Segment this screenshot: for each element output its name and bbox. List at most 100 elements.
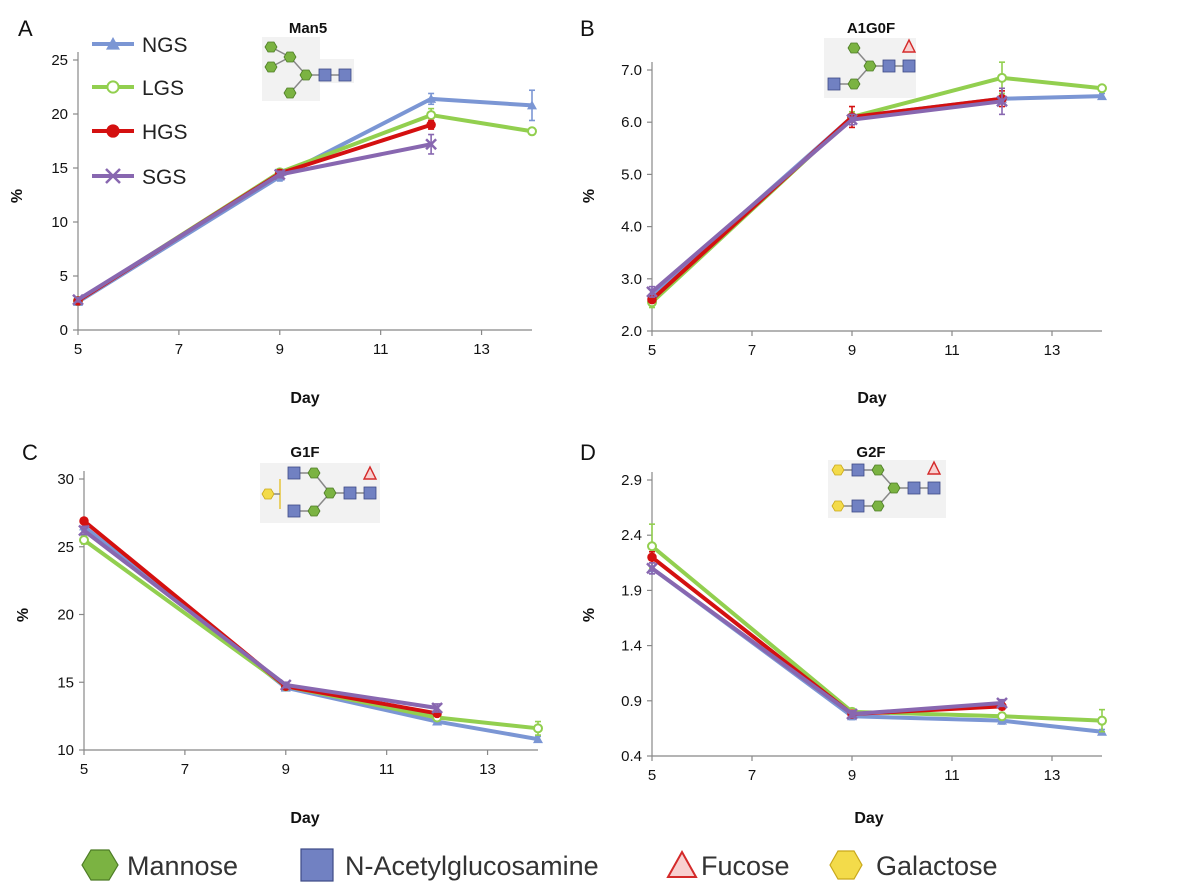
series-line bbox=[82, 524, 540, 742]
y-tick-label: 0.4 bbox=[621, 748, 642, 765]
x-tick-label: 7 bbox=[181, 761, 189, 778]
data-point bbox=[426, 120, 436, 130]
data-point bbox=[997, 711, 1007, 722]
mannose-icon bbox=[323, 487, 337, 499]
x-tick-label: 13 bbox=[1044, 342, 1061, 359]
galactose-icon bbox=[831, 500, 845, 512]
series-line bbox=[82, 519, 440, 716]
data-point bbox=[647, 541, 657, 552]
data-point bbox=[79, 534, 89, 545]
series-line bbox=[650, 566, 1104, 734]
data-point bbox=[1097, 91, 1107, 101]
chart-title: A1G0F bbox=[847, 20, 895, 37]
x-axis-label: Day bbox=[290, 390, 319, 407]
a1g0f-structure-inset bbox=[824, 38, 917, 98]
x-tick-label: 5 bbox=[74, 341, 82, 358]
n-acetylglucosamine-icon bbox=[907, 481, 921, 495]
galactose-icon bbox=[831, 464, 845, 476]
legend-item-sgs: SGS bbox=[92, 166, 186, 189]
data-point bbox=[646, 285, 658, 298]
mannose-icon bbox=[264, 41, 278, 53]
legend-marker bbox=[106, 124, 120, 138]
n-acetylglucosamine-icon bbox=[827, 77, 841, 91]
chart-panel-b: B A1G0F 2.0 3.0 4.0 5.0 6.0 7.0 5 7 9 11 13 Day% bbox=[580, 16, 1107, 407]
chart-panel-c: C G1F 10 15 20 25 30 5 7 9 11 13 Day% bbox=[15, 440, 543, 827]
y-tick-label: 7.0 bbox=[621, 62, 642, 79]
n-acetylglucosamine-icon bbox=[851, 499, 865, 513]
y-tick-label: 15 bbox=[57, 674, 74, 691]
legend-marker bbox=[106, 37, 120, 50]
legend-label: HGS bbox=[142, 121, 188, 144]
mannose-icon bbox=[283, 87, 297, 99]
data-point bbox=[425, 138, 437, 151]
y-axis-label: % bbox=[15, 608, 32, 622]
x-tick-label: 11 bbox=[373, 341, 389, 358]
x-tick-label: 11 bbox=[944, 342, 960, 359]
series-line bbox=[76, 122, 434, 303]
y-tick-label: 15 bbox=[51, 160, 68, 177]
y-tick-label: 20 bbox=[51, 106, 68, 123]
y-tick-label: 3.0 bbox=[621, 271, 642, 288]
y-tick-label: 20 bbox=[57, 607, 74, 624]
data-point bbox=[527, 126, 537, 137]
mannose-icon bbox=[307, 467, 321, 479]
x-tick-label: 11 bbox=[379, 761, 395, 778]
data-point bbox=[431, 702, 443, 714]
series-sgs bbox=[646, 87, 1008, 298]
series-hgs bbox=[79, 516, 442, 719]
y-tick-label: 30 bbox=[57, 471, 74, 488]
y-tick-label: 25 bbox=[57, 539, 74, 556]
x-tick-label: 13 bbox=[1044, 767, 1061, 784]
series-line bbox=[650, 99, 1004, 294]
y-tick-label: 10 bbox=[51, 214, 68, 231]
man5-structure-inset bbox=[262, 37, 354, 101]
series-line bbox=[650, 96, 1004, 302]
mannose-icon bbox=[871, 500, 885, 512]
y-tick-label: 25 bbox=[51, 52, 68, 69]
legend-label: LGS bbox=[142, 77, 184, 100]
y-axis-label: % bbox=[581, 189, 598, 203]
series-hgs bbox=[73, 119, 436, 306]
data-point bbox=[279, 679, 292, 691]
y-tick-label: 1.9 bbox=[621, 582, 642, 599]
data-point bbox=[426, 93, 437, 103]
mannose-icon bbox=[887, 482, 901, 494]
x-axis-label: Day bbox=[854, 810, 883, 827]
y-tick-label: 6.0 bbox=[621, 114, 642, 131]
legend-marker bbox=[106, 80, 120, 94]
legend-label: NGS bbox=[142, 34, 188, 57]
series-sgs bbox=[72, 133, 437, 306]
x-tick-label: 7 bbox=[748, 342, 756, 359]
galactose-legend-icon bbox=[829, 850, 863, 880]
mannose-icon bbox=[847, 78, 861, 90]
y-tick-label: 1.4 bbox=[621, 638, 642, 655]
series-line bbox=[82, 528, 440, 710]
fucose-icon bbox=[901, 38, 917, 53]
x-tick-label: 5 bbox=[648, 342, 656, 359]
y-tick-label: 10 bbox=[57, 742, 74, 759]
g1f-structure-inset bbox=[260, 463, 380, 523]
series-lgs bbox=[79, 534, 543, 736]
mannose-legend-icon bbox=[81, 849, 119, 881]
series-legend: NGS LGS HGS SGS bbox=[92, 34, 188, 189]
bottom-legend-label-n-acetylglucosamine: N-Acetylglucosamine bbox=[345, 851, 599, 881]
series-ngs bbox=[647, 91, 1107, 301]
data-point bbox=[72, 293, 84, 306]
series-line bbox=[76, 142, 434, 302]
bottom-legend-label-fucose: Fucose bbox=[701, 851, 790, 881]
y-tick-label: 0 bbox=[60, 322, 68, 339]
n-acetylglucosamine-icon bbox=[851, 463, 865, 477]
n-acetylglucosamine-icon bbox=[902, 59, 916, 73]
x-tick-label: 9 bbox=[848, 342, 856, 359]
data-point bbox=[1097, 715, 1107, 726]
x-tick-label: 13 bbox=[473, 341, 490, 358]
x-axis-label: Day bbox=[290, 810, 319, 827]
galactose-icon bbox=[261, 488, 275, 500]
n-acetylglucosamine-icon bbox=[927, 481, 941, 495]
n-acetylglucosamine-legend-icon bbox=[300, 848, 334, 882]
legend-item-lgs: LGS bbox=[92, 77, 184, 100]
legend-item-hgs: HGS bbox=[92, 121, 188, 144]
